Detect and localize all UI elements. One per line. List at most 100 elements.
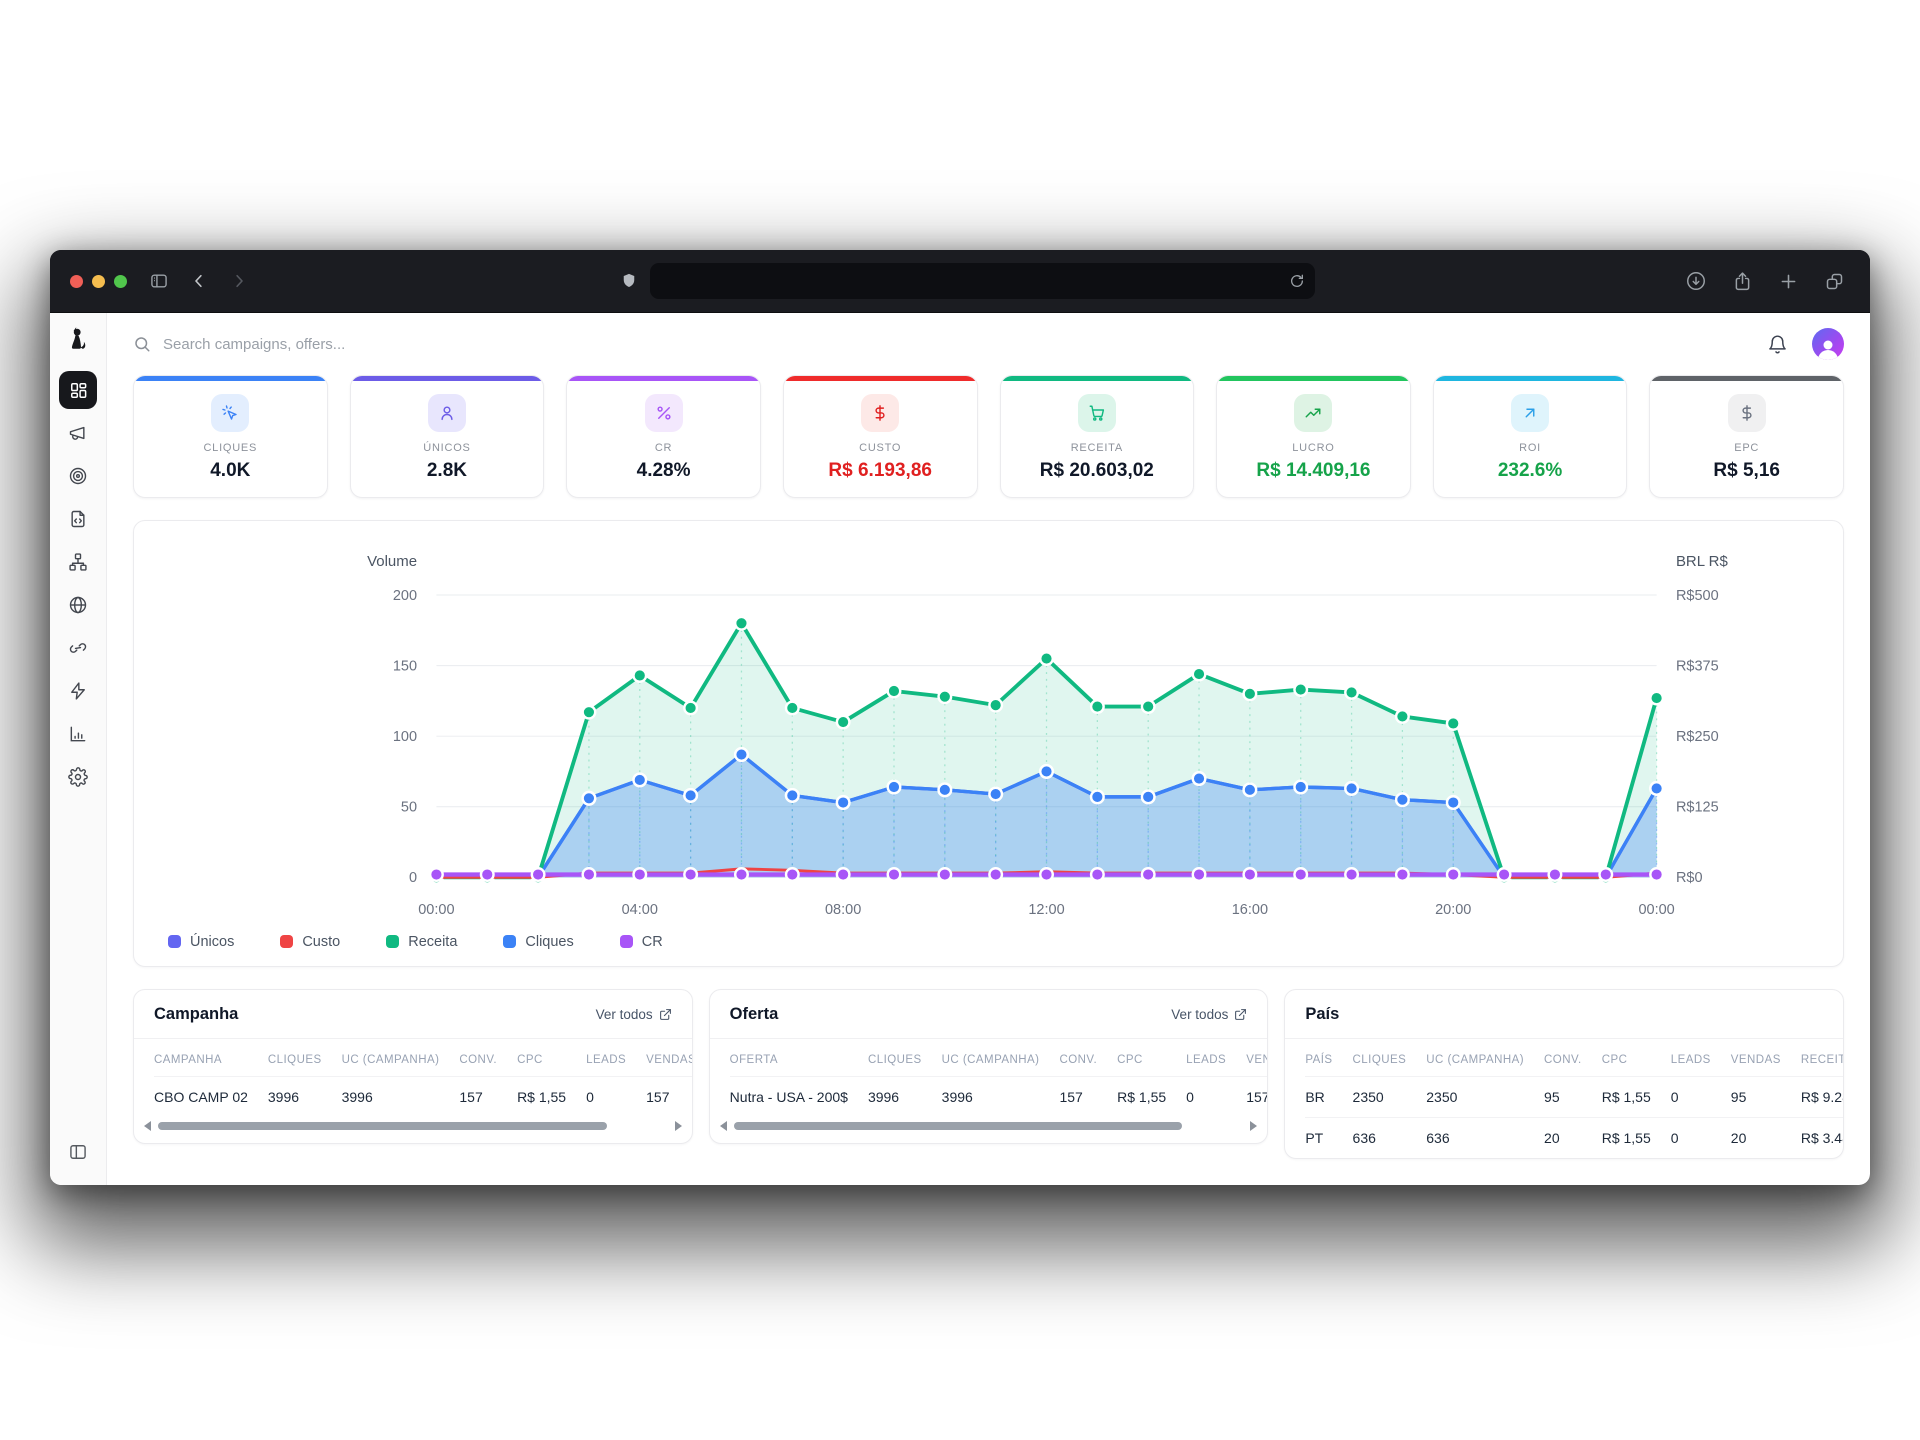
view-all-link[interactable]: Ver todos [596, 1007, 672, 1022]
url-input[interactable] [660, 272, 1289, 290]
download-icon[interactable] [1680, 265, 1712, 297]
kpi-accent-bar [134, 376, 327, 381]
sidebar-item-file-code-icon[interactable] [59, 500, 97, 538]
table-cell: R$ 1,55 [517, 1075, 587, 1117]
sidebar-item-target-icon[interactable] [59, 457, 97, 495]
scroll-left-arrow-icon[interactable] [144, 1120, 151, 1131]
sidebar-collapse-icon[interactable] [59, 1133, 97, 1171]
kpi-value: 4.28% [636, 460, 691, 481]
external-link-icon [1234, 1008, 1247, 1021]
new-tab-icon[interactable] [1772, 265, 1804, 297]
horizontal-scrollbar[interactable] [710, 1117, 1268, 1143]
sidebar-item-link-icon[interactable] [59, 629, 97, 667]
table-column-header: CPC [1601, 1053, 1628, 1066]
kpi-card-únicos: ÚNICOS 2.8K [349, 375, 545, 498]
search-box[interactable] [133, 334, 595, 354]
legend-item-custo[interactable]: Custo [280, 934, 340, 950]
sidebar-item-zap-icon[interactable] [59, 672, 97, 710]
table-cell: 157 [459, 1075, 518, 1117]
sidebar-toggle-icon[interactable] [143, 265, 175, 297]
horizontal-scrollbar[interactable] [134, 1117, 692, 1143]
legend-swatch [168, 935, 181, 949]
scroll-right-arrow-icon[interactable] [674, 1120, 682, 1131]
svg-text:100: 100 [393, 729, 417, 745]
app-sidebar [50, 313, 107, 1185]
kpi-accent-bar [1217, 376, 1410, 381]
kpi-label: RECEITA [1070, 442, 1123, 454]
kpi-card-roi: ROI 232.6% [1432, 375, 1628, 498]
forward-icon[interactable] [223, 265, 255, 297]
sidebar-item-globe-icon[interactable] [59, 586, 97, 624]
chart-legend: Únicos Custo Receita Cliques CR [156, 926, 1821, 956]
sidebar-item-settings-gear-icon[interactable] [59, 758, 97, 796]
table-column-header: VENDAS [646, 1053, 693, 1066]
tab-overview-icon[interactable] [1818, 265, 1850, 297]
table-card-país: País PAÍS CLIQUES UC (CAMPANHA) CONV. CPC LEAD… [1284, 988, 1845, 1159]
traffic-lights [70, 274, 127, 288]
kpi-value: 4.0K [210, 460, 251, 481]
scroll-right-arrow-icon[interactable] [1250, 1120, 1258, 1131]
dog-logo-icon[interactable] [66, 326, 90, 352]
legend-item-cr[interactable]: CR [619, 934, 663, 950]
scrollbar-thumb[interactable] [733, 1121, 1183, 1130]
svg-text:12:00: 12:00 [1028, 902, 1064, 918]
sidebar-item-dashboard[interactable] [59, 371, 97, 409]
view-all-label: Ver todos [1171, 1006, 1229, 1022]
scrollbar-track[interactable] [733, 1121, 1244, 1130]
user-avatar[interactable] [1812, 328, 1844, 360]
share-icon[interactable] [1726, 265, 1758, 297]
kpi-value: 232.6% [1497, 460, 1563, 481]
notifications-bell-icon[interactable] [1767, 334, 1788, 355]
table-cell: 0 [586, 1075, 647, 1117]
shield-icon[interactable] [620, 271, 638, 291]
kpi-label: ROI [1519, 442, 1541, 454]
scrollbar-track[interactable] [158, 1121, 668, 1130]
table-cell: 157 [646, 1075, 692, 1117]
table-cell: CBO CAMP 02 [154, 1075, 268, 1117]
svg-text:Volume: Volume [367, 553, 417, 570]
zoom-window-button[interactable] [114, 274, 127, 288]
external-link-icon [659, 1008, 672, 1021]
svg-text:0: 0 [409, 870, 417, 886]
legend-item-únicos[interactable]: Únicos [168, 934, 234, 950]
table-column-header: LEADS [1670, 1053, 1711, 1066]
table-column-header: CLIQUES [867, 1053, 922, 1066]
kpi-label: LUCRO [1292, 442, 1335, 454]
kpi-value: R$ 14.409,16 [1256, 460, 1371, 481]
table-title: Oferta [729, 1004, 779, 1023]
sidebar-item-chart-icon[interactable] [59, 715, 97, 753]
close-window-button[interactable] [70, 274, 83, 288]
svg-text:BRL R$: BRL R$ [1676, 553, 1729, 570]
table-title: Campanha [154, 1004, 239, 1023]
svg-text:R$375: R$375 [1676, 658, 1719, 674]
reload-icon[interactable] [1289, 273, 1305, 289]
legend-item-receita[interactable]: Receita [386, 934, 457, 950]
url-bar[interactable] [650, 263, 1315, 299]
data-table: PAÍS CLIQUES UC (CAMPANHA) CONV. CPC LEADS VEN… [1305, 1041, 1844, 1158]
minimize-window-button[interactable] [92, 274, 105, 288]
scroll-left-arrow-icon[interactable] [719, 1120, 727, 1131]
legend-swatch [503, 935, 517, 949]
back-icon[interactable] [183, 265, 215, 297]
search-input[interactable] [161, 334, 595, 354]
chart-svg: 200 R$500 150 R$375 100 R$250 50 R$125 0 R$0 Volum… [367, 553, 1729, 918]
kpi-value: R$ 20.603,02 [1039, 460, 1154, 481]
kpi-label: EPC [1734, 442, 1760, 454]
table-cell: R$ 1,55 [1601, 1116, 1671, 1158]
table-cell: 3996 [341, 1075, 460, 1117]
sidebar-item-sitemap-icon[interactable] [59, 543, 97, 581]
svg-text:R$0: R$0 [1676, 870, 1703, 886]
kpi-label: ÚNICOS [423, 442, 471, 454]
legend-item-cliques[interactable]: Cliques [503, 934, 574, 950]
view-all-link[interactable]: Ver todos [1171, 1007, 1247, 1022]
legend-swatch [386, 935, 400, 949]
table-column-header: UC (CAMPANHA) [1426, 1053, 1525, 1066]
table-cell: 0 [1186, 1075, 1247, 1117]
svg-text:R$500: R$500 [1676, 588, 1719, 604]
table-cell: 0 [1670, 1116, 1731, 1158]
scrollbar-thumb[interactable] [158, 1121, 607, 1130]
sidebar-item-campaigns-megaphone-icon[interactable] [59, 414, 97, 452]
svg-text:08:00: 08:00 [825, 902, 861, 918]
svg-text:R$250: R$250 [1676, 729, 1719, 745]
arrow-icon [1511, 394, 1550, 432]
